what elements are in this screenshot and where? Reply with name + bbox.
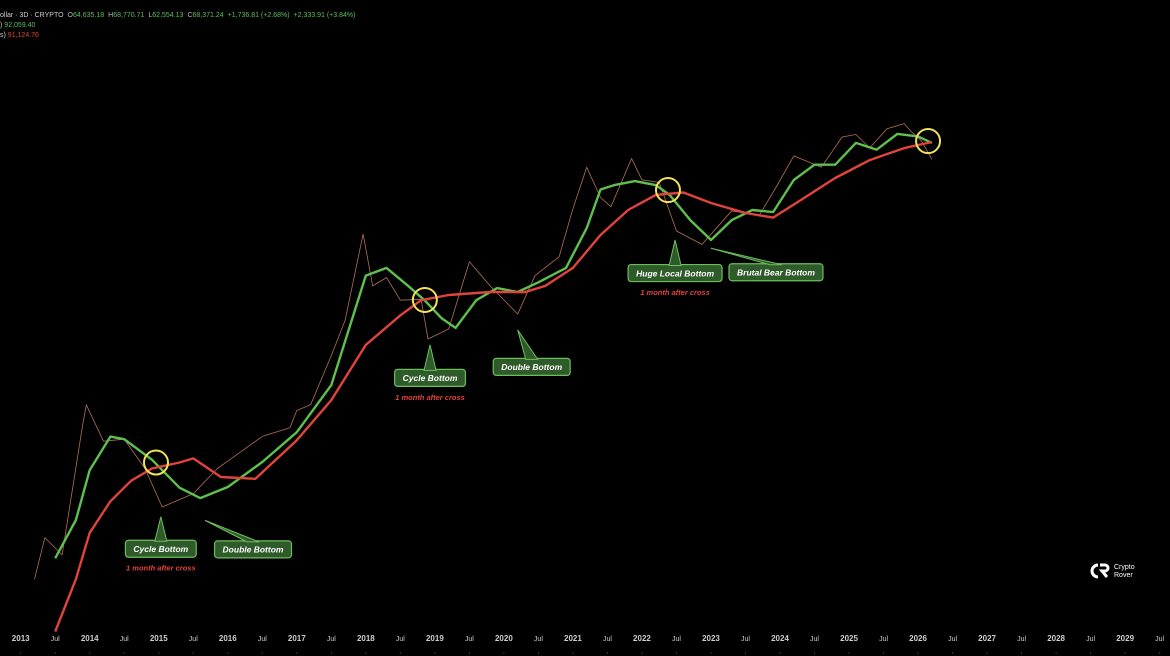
x-tick-label: 2013: [12, 634, 30, 643]
x-tick-label: Jul: [120, 636, 129, 643]
ohlc-value: 64,635.18: [73, 12, 105, 19]
x-tick-label: 2020: [495, 634, 513, 643]
x-tick-label: Jul: [189, 636, 198, 643]
x-tick-label: Jul: [51, 636, 60, 643]
x-tick-label: Jul: [534, 636, 543, 643]
annotation: Double Bottom: [204, 519, 293, 559]
header-row: s) 91,124.76: [0, 31, 355, 41]
x-tick-label: 2029: [1116, 634, 1134, 643]
x-tick-label: Jul: [603, 636, 612, 643]
x-tick-label: Jul: [465, 636, 474, 643]
annotation: Double Bottom: [492, 329, 571, 377]
annotation: Brutal Bear Bottom: [710, 247, 824, 282]
x-tick-label: 2017: [288, 634, 306, 643]
annotation-pointer: [204, 519, 260, 543]
series-line: [34, 123, 933, 580]
series-line: [54, 132, 933, 559]
x-tick-label: 2028: [1047, 634, 1065, 643]
annotation-pointer: [668, 239, 682, 267]
logo-mark: [1090, 563, 1110, 579]
cross-marker: [654, 177, 681, 204]
x-tick-label: 2016: [219, 634, 237, 643]
ohlc-value: 68,371.24: [192, 12, 224, 19]
annotation-note: 1 month after cross: [395, 393, 465, 402]
cross-marker: [915, 128, 942, 155]
change-value: +1,736.81 (+2.68%): [227, 12, 290, 19]
x-tick-label: 2014: [81, 634, 99, 643]
annotation-label: Double Bottom: [223, 545, 284, 555]
x-tick-label: Jul: [672, 636, 681, 643]
ohlc-label: C: [187, 12, 193, 19]
symbol: ollar · 3D · CRYPTO: [0, 12, 64, 19]
annotation-label: Cycle Bottom: [403, 373, 458, 383]
annotation-label: Cycle Bottom: [133, 544, 188, 554]
logo-text: Crypto: [1114, 564, 1135, 571]
ohlc-label: O: [67, 12, 73, 19]
x-tick-label: Jul: [741, 636, 750, 643]
x-tick-label: 2022: [633, 634, 651, 643]
x-tick-label: 2027: [978, 634, 996, 643]
ohlc-value: 62,554.13: [152, 12, 184, 19]
annotation-label: Brutal Bear Bottom: [737, 267, 815, 277]
annotation-label: Huge Local Bottom: [636, 268, 714, 278]
annotation: Cycle Bottom 1 month after cross: [124, 516, 197, 573]
change-value: +2,333.91 (+3.84%): [293, 12, 356, 19]
x-tick-label: Jul: [948, 636, 957, 643]
annotation-label: Double Bottom: [501, 362, 562, 372]
header-row: ollar · 3D · CRYPTO O64,635.18 H68,770.71 L…: [0, 11, 355, 21]
cross-marker: [143, 449, 169, 476]
annotation-note: 1 month after cross: [126, 564, 196, 573]
x-tick-label: 2026: [909, 634, 927, 643]
annotation-pointer: [710, 247, 783, 266]
ohlc-label: L: [148, 12, 153, 19]
ma-label: s): [0, 32, 6, 39]
x-tick-label: 2024: [771, 634, 789, 643]
x-tick-label: 2023: [702, 634, 720, 643]
ohlc-label: H: [108, 12, 114, 19]
chart-header: ollar · 3D · CRYPTO O64,635.18 H68,770.71 L…: [0, 11, 355, 41]
x-tick-label: Jul: [1017, 636, 1026, 643]
header-row: ) 92,059.40: [0, 21, 355, 31]
annotation-pointer: [423, 344, 437, 371]
annotation: Huge Local Bottom 1 month after cross: [627, 239, 723, 297]
x-tick-label: 2018: [357, 634, 375, 643]
x-tick-label: Jul: [879, 636, 888, 643]
cross-marker: [411, 286, 438, 313]
logo-text: Rover: [1114, 572, 1133, 579]
x-tick-label: Jul: [1086, 636, 1095, 643]
annotation: Cycle Bottom 1 month after cross: [394, 344, 467, 402]
logo: Crypto Rover: [1090, 563, 1135, 579]
annotation-pointer: [517, 329, 539, 360]
x-tick-label: Jul: [258, 636, 267, 643]
x-tick-label: Jul: [810, 636, 819, 643]
ma-label: ): [0, 22, 3, 29]
x-tick-label: 2025: [840, 634, 858, 643]
ma-value: 92,059.40: [4, 22, 36, 29]
ohlc-value: 68,770.71: [113, 12, 145, 19]
series-line: [54, 140, 933, 633]
x-tick-label: Jul: [396, 636, 405, 643]
annotation-pointer: [154, 516, 168, 542]
x-tick-label: 2019: [426, 634, 444, 643]
annotation-note: 1 month after cross: [640, 288, 710, 297]
x-tick-label: Jul: [327, 636, 336, 643]
x-tick-label: 2015: [150, 634, 168, 643]
x-tick-label: 2021: [564, 634, 582, 643]
ma-value: 91,124.76: [7, 32, 39, 39]
x-tick-label: Jul: [1155, 636, 1164, 643]
